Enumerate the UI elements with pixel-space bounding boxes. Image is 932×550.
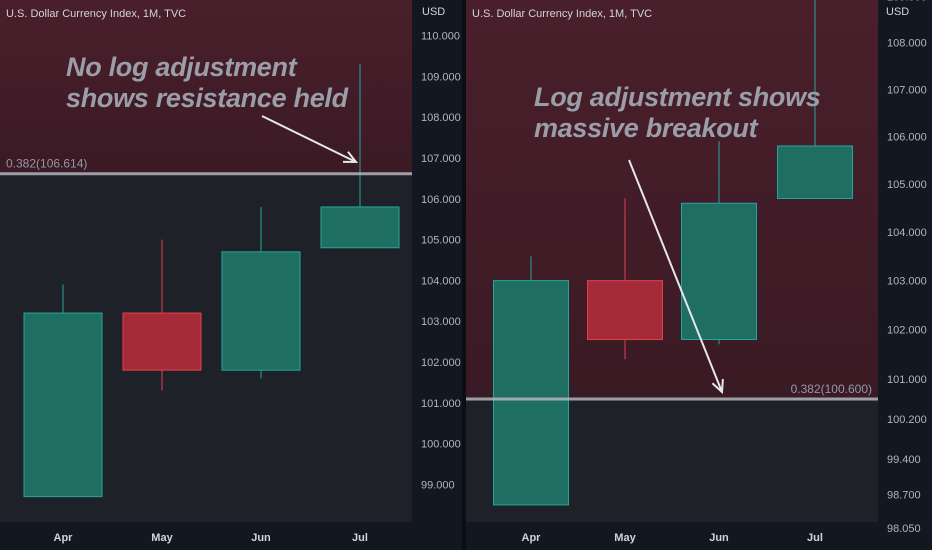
candle-body (587, 280, 663, 340)
y-tick-label: 99.400 (887, 454, 921, 466)
candle-apr (493, 256, 569, 506)
chart-panel-linear: 99.000 100.000 101.000 102.000 103.000 104.00… (0, 0, 462, 550)
fib-level-label: 0.382(106.614) (6, 157, 87, 171)
x-tick-label: Jul (352, 532, 368, 544)
annotation-arrow-shaft (261, 115, 357, 163)
candle-body (681, 202, 757, 340)
x-tick-label: Jul (807, 532, 823, 544)
candle-body (320, 206, 400, 249)
candle-jun (681, 141, 757, 345)
y-tick-label: 108.000 (887, 38, 927, 50)
candle-body (221, 251, 301, 371)
candle-may (122, 239, 202, 391)
y-tick-label: 104.000 (887, 227, 927, 239)
price-axis-currency: USD (886, 6, 910, 18)
time-axis-strip (0, 522, 462, 550)
annotation-text: Log adjustment shows massive breakout (534, 82, 821, 143)
y-tick-label: 110.000 (421, 31, 460, 43)
y-tick-label: 103.000 (887, 276, 927, 288)
candle-jun (221, 206, 301, 379)
annotation-arrow-head (711, 378, 724, 395)
candle-jul (320, 64, 400, 249)
price-axis-currency: USD (422, 6, 446, 18)
y-tick-label: 101.000 (421, 398, 461, 410)
linear-chart-svg[interactable]: 99.000 100.000 101.000 102.000 103.000 104.00… (0, 0, 462, 550)
annotation-text: No log adjustment shows resistance held (66, 52, 348, 113)
candle-body (777, 145, 853, 199)
y-tick-label: 109.000 (421, 71, 461, 83)
annotation-arrow-head (342, 151, 359, 164)
log-chart-svg[interactable]: 98.050 98.700 99.400 100.200 101.000 102.000 1… (466, 0, 932, 550)
annotation-arrow-shaft (628, 159, 723, 393)
y-tick-label: 103.000 (421, 316, 461, 328)
y-tick-label: 105.000 (887, 179, 927, 191)
resistance-zone (0, 0, 412, 174)
y-tick-label: 102.000 (887, 325, 927, 337)
candle-body (122, 312, 202, 371)
x-tick-label: May (151, 532, 173, 544)
candle-apr (23, 284, 103, 498)
y-tick-label: 98.050 (887, 523, 921, 535)
x-tick-label: Apr (522, 532, 542, 544)
chart-title: U.S. Dollar Currency Index, 1M, TVC (472, 8, 653, 20)
time-axis-strip (466, 522, 932, 550)
candle-jul (777, 0, 853, 199)
panel-divider (462, 0, 466, 550)
fib-level-label: 0.382(100.600) (791, 382, 872, 396)
y-tick-label: 105.000 (421, 235, 461, 247)
x-tick-label: May (614, 532, 636, 544)
y-tick-label: 104.000 (421, 275, 461, 287)
y-tick-label: 107.000 (887, 84, 927, 96)
y-tick-label: 106.000 (421, 194, 461, 206)
chart-panel-log: 98.050 98.700 99.400 100.200 101.000 102.000 1… (466, 0, 932, 550)
x-tick-label: Jun (251, 532, 271, 544)
y-tick-label: 102.000 (421, 357, 461, 369)
candle-body (23, 312, 103, 498)
y-tick-label: 108.000 (421, 112, 461, 124)
candle-body (493, 280, 569, 506)
y-tick-label: 100.000 (421, 439, 461, 451)
y-tick-label: 109.000 (887, 0, 927, 3)
y-tick-label: 101.000 (887, 374, 927, 386)
x-tick-label: Jun (709, 532, 729, 544)
x-tick-label: Apr (54, 532, 74, 544)
y-tick-label: 106.000 (887, 132, 927, 144)
price-axis-strip (412, 0, 462, 550)
y-tick-label: 100.200 (887, 414, 927, 426)
candle-may (587, 198, 663, 360)
price-axis-strip (878, 0, 932, 550)
y-tick-label: 107.000 (421, 153, 461, 165)
y-tick-label: 98.700 (887, 490, 921, 502)
y-tick-label: 99.000 (421, 479, 455, 491)
chart-title: U.S. Dollar Currency Index, 1M, TVC (6, 8, 187, 20)
